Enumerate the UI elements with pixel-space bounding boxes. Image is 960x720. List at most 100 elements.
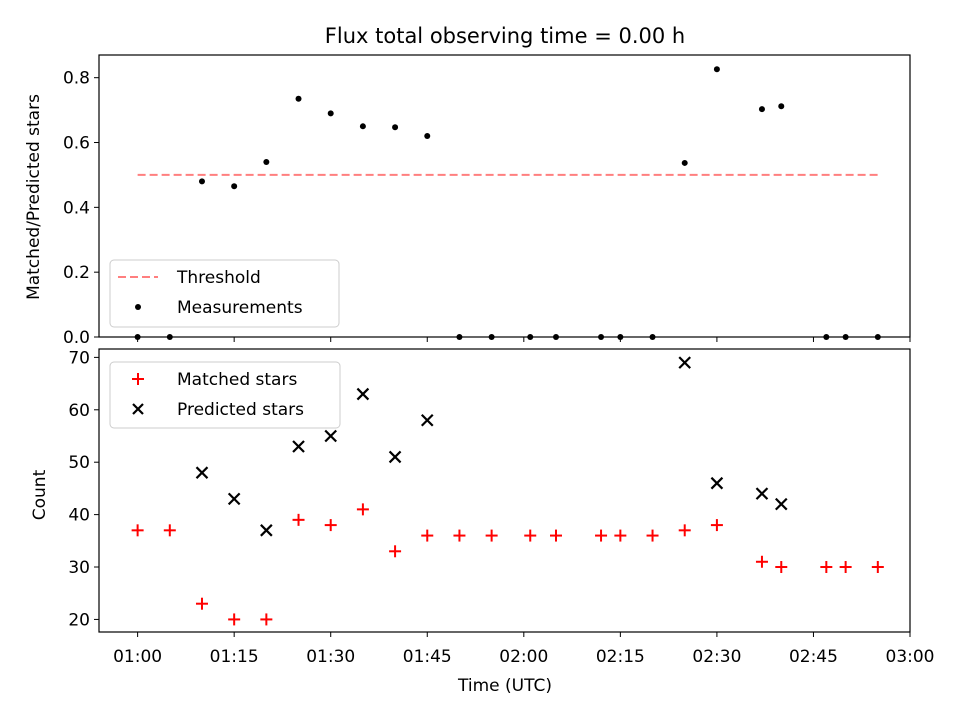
predicted-stars-point <box>195 466 209 479</box>
measurement-point <box>392 124 399 131</box>
matched-stars-point <box>260 613 273 626</box>
predicted-stars-mark-b <box>774 497 788 511</box>
measurement-point <box>424 133 431 140</box>
measurement-point <box>263 158 270 165</box>
chart-title: Flux total observing time = 0.00 h <box>325 24 685 48</box>
matched-stars-point <box>839 561 852 574</box>
bottom-panel: 20 30 40 50 60 70 01:00 01:15 01:30 01:45 02:00 02:… <box>68 348 934 667</box>
x-tick-label: 02:30 <box>692 647 741 667</box>
predicted-stars-mark-b <box>388 450 402 464</box>
x-axis-label: Time (UTC) <box>457 676 552 696</box>
measurement-point <box>327 110 334 117</box>
matched-stars-point <box>453 529 466 542</box>
measurement-point <box>295 95 302 102</box>
matched-stars-point <box>871 561 884 574</box>
bottom-legend-box <box>109 361 341 429</box>
matched-stars-point <box>595 529 608 542</box>
predicted-stars-point <box>710 476 724 490</box>
predicted-stars-mark-b <box>678 356 692 369</box>
legend-matched-label: Matched stars <box>177 370 297 390</box>
matched-stars-point <box>524 529 537 542</box>
predicted-stars-point <box>420 413 434 427</box>
predicted-stars-point <box>388 450 402 464</box>
top-axes-frame <box>98 54 911 338</box>
top-y-tick-label: 0.0 <box>63 328 90 348</box>
x-tick-label: 01:15 <box>210 647 259 667</box>
predicted-stars-point <box>774 497 788 511</box>
predicted-stars-mark-b <box>260 524 273 537</box>
measurement-point <box>681 159 688 166</box>
matched-stars-point <box>195 597 208 610</box>
x-tick-label: 03:00 <box>886 647 935 667</box>
predicted-stars-point <box>755 487 769 500</box>
predicted-stars-mark-b <box>710 476 724 490</box>
measurement-point <box>778 103 785 110</box>
predicted-stars-mark-b <box>227 492 241 506</box>
predicted-stars-point <box>356 387 370 401</box>
measurement-point <box>713 66 720 73</box>
predicted-stars-mark-b <box>755 487 769 500</box>
legend-threshold-label: Threshold <box>176 268 261 288</box>
top-y-tick-label: 0.8 <box>63 69 90 89</box>
predicted-stars-mark-b <box>195 466 209 479</box>
matched-stars-point <box>775 561 788 574</box>
top-legend: Threshold Measurements <box>109 259 340 328</box>
predicted-stars-point <box>324 429 337 443</box>
top-y-tick-label: 0.2 <box>63 263 90 283</box>
x-tick-label: 02:15 <box>596 647 645 667</box>
legend-predicted-label: Predicted stars <box>177 400 304 420</box>
matched-stars-point <box>356 503 369 516</box>
bottom-axes-frame <box>98 348 911 633</box>
matched-stars-point <box>678 524 691 537</box>
x-tick-label: 02:00 <box>499 647 548 667</box>
matched-stars-point <box>228 613 241 626</box>
bottom-y-axis-label: Count <box>30 469 50 520</box>
bottom-y-tick-label: 20 <box>68 610 90 630</box>
matched-stars-point <box>324 519 337 532</box>
matched-stars-point <box>646 529 659 542</box>
top-y-tick-label: 0.6 <box>63 134 90 154</box>
matched-stars-point <box>163 524 176 537</box>
x-tick-label: 02:45 <box>789 647 838 667</box>
legend-measurement-label: Measurements <box>177 298 303 318</box>
predicted-stars-point <box>292 440 305 453</box>
top-legend-box <box>109 259 340 328</box>
x-tick-label: 01:30 <box>306 647 355 667</box>
measurement-point <box>231 183 238 190</box>
legend-measurement-swatch <box>135 304 141 310</box>
matched-stars-point <box>485 529 498 542</box>
measurement-point <box>359 123 366 130</box>
top-panel: 0.0 0.2 0.4 0.6 0.8 Threshold Measurements <box>63 54 911 348</box>
predicted-stars-mark-b <box>356 387 370 401</box>
matched-stars-point <box>614 529 627 542</box>
matched-stars-point <box>755 555 768 568</box>
predicted-stars-mark-b <box>324 429 337 443</box>
top-y-tick-label: 0.4 <box>63 198 90 218</box>
matched-stars-point <box>421 529 434 542</box>
bottom-y-tick-label: 50 <box>68 453 90 473</box>
measurement-point <box>758 106 765 113</box>
x-tick-label: 01:45 <box>403 647 452 667</box>
predicted-stars-point <box>260 524 273 537</box>
bottom-y-tick-label: 70 <box>68 348 90 368</box>
bottom-y-tick-label: 30 <box>68 558 90 578</box>
matched-stars-point <box>131 524 144 537</box>
matched-stars-point <box>549 529 562 542</box>
predicted-stars-point <box>227 492 241 506</box>
bottom-y-tick-label: 40 <box>68 506 90 526</box>
bottom-legend: Matched stars Predicted stars <box>109 361 341 429</box>
predicted-stars-mark-b <box>420 413 434 427</box>
x-tick-label: 01:00 <box>113 647 162 667</box>
predicted-stars-mark-b <box>292 440 305 453</box>
measurement-point <box>198 178 205 185</box>
bottom-y-tick-label: 60 <box>68 401 90 421</box>
matched-stars-point <box>389 545 402 558</box>
top-y-axis-label: Matched/Predicted stars <box>24 94 44 300</box>
legend-predicted-swatch-b <box>132 403 144 415</box>
matched-stars-point <box>820 561 833 574</box>
matched-stars-point <box>292 513 305 526</box>
matched-stars-point <box>710 519 723 532</box>
predicted-stars-point <box>678 356 692 369</box>
